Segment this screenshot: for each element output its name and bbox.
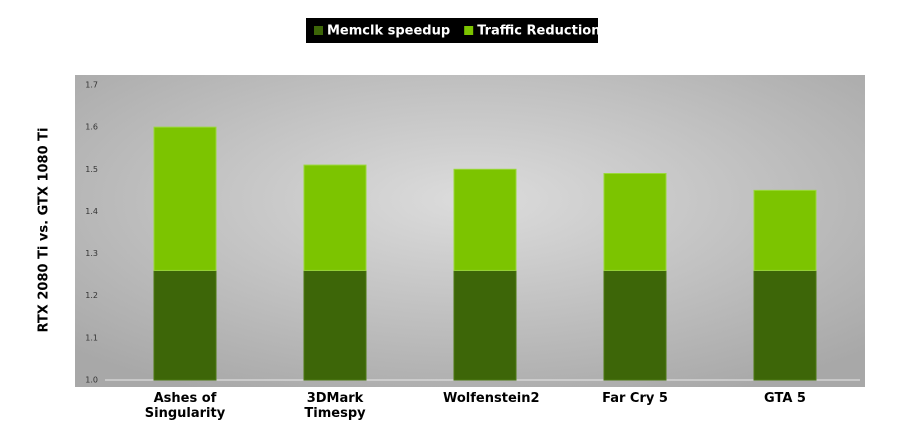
x-tick-label: GTA 5 (764, 391, 806, 406)
legend-swatch (314, 26, 323, 35)
x-tick-label: Wolfenstein2 (443, 391, 540, 406)
x-tick-label: 3DMark Timespy (304, 391, 366, 421)
y-tick-label: 1.0 (85, 376, 98, 385)
y-tick-label: 1.5 (85, 165, 98, 174)
bar-segment (603, 269, 667, 381)
bar-segment (453, 269, 517, 381)
bar-segment (453, 168, 517, 271)
legend-box (306, 18, 598, 43)
bar-segment (303, 269, 367, 381)
legend-swatch (464, 26, 474, 35)
bar-segment (753, 189, 817, 271)
bar-segment (603, 173, 667, 271)
bar-segment (153, 126, 217, 271)
y-tick-label: 1.2 (85, 291, 98, 300)
y-tick-label: 1.1 (85, 333, 98, 342)
y-tick-label: 1.4 (85, 207, 98, 216)
bar-segment (753, 269, 817, 381)
legend-label: Memclk speedup (327, 24, 450, 39)
bar-segment (303, 164, 367, 271)
x-tick-label: Far Cry 5 (602, 391, 668, 406)
y-tick-label: 1.6 (85, 123, 98, 132)
y-tick-label: 1.3 (85, 249, 98, 258)
y-axis-title: RTX 2080 Ti vs. GTX 1080 Ti (37, 128, 52, 333)
legend-label: Traffic Reduction (477, 24, 600, 39)
bar-segment (153, 269, 217, 381)
x-tick-label: Ashes of Singularity (144, 391, 226, 421)
y-tick-label: 1.7 (85, 81, 98, 90)
